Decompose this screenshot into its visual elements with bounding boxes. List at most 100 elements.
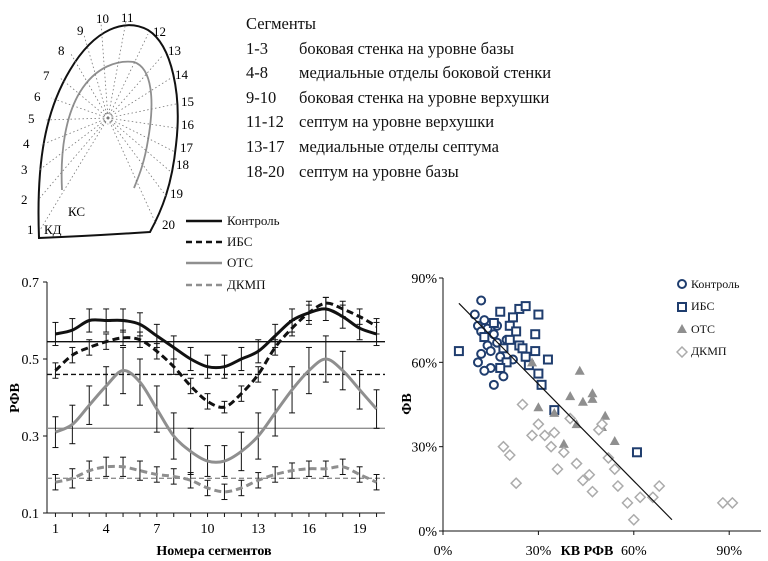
series-line-ДКМП <box>55 464 378 494</box>
point-dkmp <box>634 491 647 504</box>
trendline <box>458 302 673 521</box>
segment-row: 1-3 боковая стенка на уровне базы <box>246 37 551 62</box>
legend-marker-square <box>677 301 687 312</box>
point-dkmp <box>538 429 551 442</box>
point-control <box>479 315 490 326</box>
point-dkmp <box>595 418 609 431</box>
dotted-ray <box>100 22 109 119</box>
series-line-ОТС <box>54 357 378 464</box>
line-chart-ylabel: РФВ <box>8 383 23 413</box>
point-dkmp <box>621 496 634 509</box>
point-control <box>485 346 496 357</box>
point-dkmp <box>653 479 666 493</box>
point-ibs <box>533 309 544 320</box>
legend-line-dashed-gray <box>186 283 222 286</box>
legend-item-ibs: ИБС <box>186 231 280 252</box>
point-ibs <box>453 346 464 357</box>
point-ibs <box>530 329 541 340</box>
legend-item-ibs: ИБС <box>676 296 740 319</box>
y-tick-label: 0% <box>418 525 437 540</box>
inner-contour <box>60 60 153 191</box>
legend-label: ОТС <box>691 321 715 336</box>
point-dkmp <box>716 496 729 509</box>
legend-item-ots: ОТС <box>676 318 740 341</box>
legend-label: ДКМП <box>691 344 727 359</box>
segments-title: Сегменты <box>246 14 316 33</box>
scatter-xlabel: КВ РФВ <box>561 544 614 559</box>
point-ibs <box>511 326 522 337</box>
point-dkmp <box>503 449 516 462</box>
point-dkmp <box>602 451 615 464</box>
point-control <box>488 329 499 340</box>
point-dkmp <box>576 474 589 487</box>
line-chart-axes: 0.1 0.3 0.5 0.7 1 4 7 10 13 16 19 <box>22 276 385 537</box>
point-dkmp <box>611 479 624 493</box>
point-ibs <box>488 317 499 328</box>
x-tick-label: 7 <box>153 522 160 537</box>
point-dkmp <box>726 496 739 509</box>
point-control <box>488 379 499 390</box>
point-ibs <box>631 447 642 458</box>
segment-number: 13 <box>168 43 181 58</box>
x-tick-label: 60% <box>621 544 647 559</box>
segment-number: 14 <box>175 67 189 82</box>
segment-row: 18-20 септум на уровне базы <box>246 160 551 185</box>
legend-marker-circle <box>677 279 687 290</box>
x-tick-label: 19 <box>353 522 367 537</box>
dotted-ray <box>107 54 164 119</box>
point-ibs <box>495 362 506 373</box>
segment-row: 13-17 медиальные отделы септума <box>246 135 551 160</box>
dotted-rays <box>37 20 177 231</box>
legend-marker-diamond <box>676 345 688 358</box>
legend-item-dkmp: ДКМП <box>186 274 280 295</box>
y-tick-label: 0.5 <box>22 353 40 368</box>
legend-label: ИБС <box>691 299 715 314</box>
segment-row: 4-8 медиальные отделы боковой стенки <box>246 61 551 86</box>
point-dkmp <box>564 412 577 425</box>
segment-row: 9-10 боковая стенка на уровне верхушки <box>246 86 551 111</box>
segment-number: 4 <box>23 136 30 151</box>
point-ots <box>609 436 620 446</box>
point-ibs <box>542 354 553 365</box>
x-tick-label: 4 <box>103 522 110 537</box>
point-ots <box>600 410 611 420</box>
segment-number: 2 <box>21 192 28 207</box>
point-ots <box>549 407 560 417</box>
point-ibs <box>479 332 490 343</box>
point-dkmp <box>545 440 558 453</box>
segment-range: 13-17 <box>246 136 285 156</box>
point-ots <box>577 396 588 406</box>
point-dkmp <box>586 485 599 498</box>
apex-loop <box>103 111 113 125</box>
point-dkmp <box>525 429 539 442</box>
point-dkmp <box>516 398 529 411</box>
x-tick-label: 16 <box>302 522 316 537</box>
legend-item-dkmp: ДКМП <box>676 341 740 364</box>
point-ibs <box>504 334 515 345</box>
dotted-ray <box>70 53 109 119</box>
segment-range: 18-20 <box>246 161 285 181</box>
dotted-ray <box>107 103 177 119</box>
point-ots <box>558 438 569 448</box>
point-dkmp <box>627 513 640 526</box>
x-tick-label: 10 <box>201 522 215 537</box>
legend-label: ИБС <box>227 233 253 249</box>
dotted-ray <box>39 117 109 231</box>
scatter-chart-axes: 0% 30% 60% 90% 0% 30% 60% 90% <box>411 272 761 559</box>
dotted-ray <box>58 76 109 119</box>
segment-description: медиальные отделы септума <box>299 136 499 156</box>
scatter-ylabel: ФВ <box>400 393 415 414</box>
segment-number: 15 <box>181 94 194 109</box>
x-tick-label: 1 <box>52 522 59 537</box>
ks-label: КС <box>68 204 85 219</box>
point-dkmp <box>570 457 583 470</box>
segment-description: боковая стенка на уровне верхушки <box>299 87 550 107</box>
point-ots <box>574 365 585 375</box>
legend-line-dashed-black <box>186 240 222 244</box>
segment-number: 19 <box>170 186 183 201</box>
point-ots <box>587 393 598 403</box>
series-line-ИБС <box>54 301 378 409</box>
segment-number: 16 <box>181 117 195 132</box>
point-dkmp <box>532 418 545 431</box>
legend-line-solid-gray <box>186 261 222 265</box>
